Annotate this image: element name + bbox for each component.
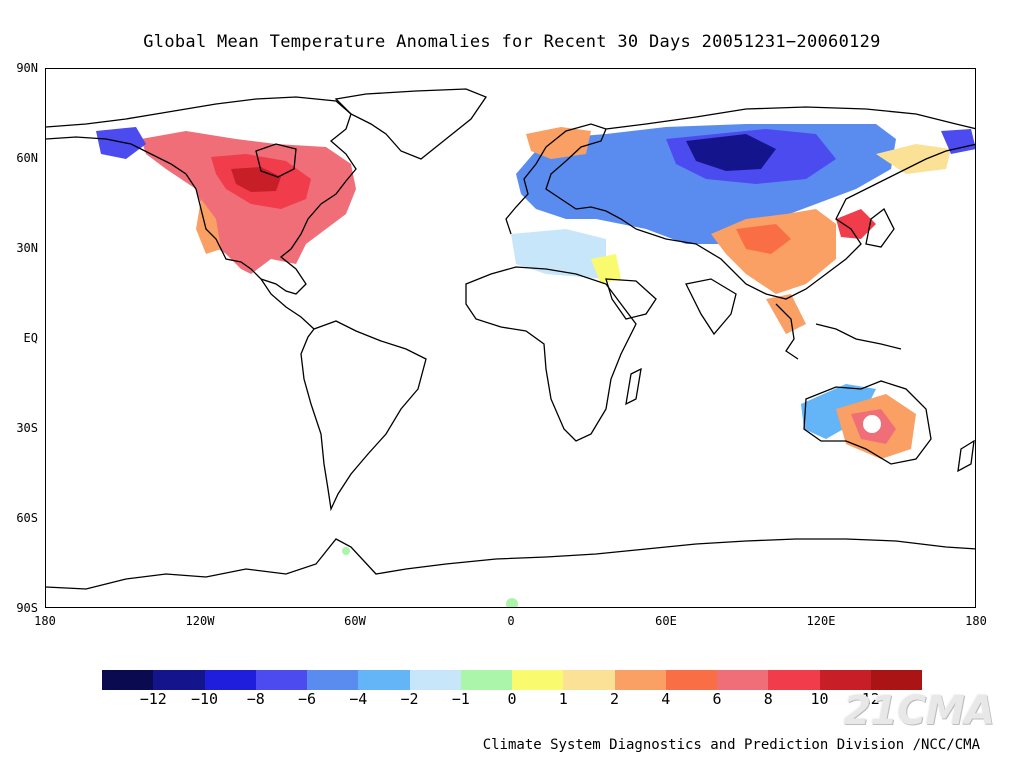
watermark-logo: 21CMA [843,688,995,734]
coast-greenland [334,88,487,160]
colorbar-tick-label: 12 [861,690,880,708]
anomaly-china-core-warm [736,224,791,254]
anomaly-arabia-yellow [591,254,621,284]
x-tick-180e: 180 [965,614,987,628]
anomaly-east-siberia-warm [876,144,951,174]
coast-arabia [605,278,657,320]
colorbar-tick-label: 6 [712,690,722,708]
anomaly-shading [96,124,975,607]
y-tick-90n: 90N [16,61,38,75]
colorbar-segment [409,670,461,690]
colorbar-tick-label: −2 [400,690,419,708]
colorbar-segment [717,670,769,690]
credit-text: Climate System Diagnostics and Predictio… [482,737,980,753]
colorbar-tick-label: 8 [763,690,773,708]
y-tick-60n: 60N [16,151,38,165]
colorbar-segment [358,670,410,690]
colorbar-segment [255,670,307,690]
coast-central-america [260,278,315,330]
coast-north-america [46,96,357,295]
x-tick-0: 0 [507,614,515,628]
colorbar-segment [460,670,512,690]
x-tick-60e: 60E [655,614,677,628]
anomaly-kamchatka-cold [941,129,975,154]
colorbar-tick-label: −1 [451,690,470,708]
colorbar-tick-label: 10 [810,690,829,708]
x-tick-180w: 180 [34,614,56,628]
coast-antarctica [46,538,975,590]
colorbar-tick-label: 1 [558,690,568,708]
anomaly-siberia-cold-core [686,134,776,171]
colorbar-tick-label: 2 [609,690,620,708]
y-tick-90s: 90S [16,601,38,615]
coast-south-america [300,320,427,512]
colorbar-segment [870,670,922,690]
coast-new-zealand [957,439,975,473]
anomaly-japan-warm [836,209,876,239]
coast-hudson-bay [255,143,297,178]
colorbar-segment [102,670,154,690]
colorbar-tick-label: −4 [349,690,368,708]
y-tick-60s: 60S [16,511,38,525]
colorbar-tick-label: −8 [246,690,265,708]
coast-africa [465,266,637,442]
y-tick-eq: EQ [23,331,38,345]
y-tick-30s: 30S [16,421,38,435]
anomaly-antarctic-peninsula-green [342,547,350,555]
coastlines [46,88,975,590]
colorbar [102,670,922,690]
coast-europe [505,123,637,235]
colorbar-segment [665,670,717,690]
world-map [46,88,975,607]
colorbar-segment [153,670,205,690]
y-tick-30n: 30N [16,241,38,255]
colorbar-segment [614,670,666,690]
colorbar-tick-label: 4 [661,690,671,708]
x-tick-60w: 60W [344,614,366,628]
anomaly-scandinavia-warm [526,127,591,159]
coast-japan [865,208,895,248]
colorbar-segment [819,670,871,690]
colorbar-tick-label: −12 [139,690,167,708]
anomaly-australia-white-spot [863,415,881,433]
colorbar-tick-label: −6 [297,690,317,708]
colorbar-segment [768,670,820,690]
map-plot-area [45,68,976,608]
coast-madagascar [625,367,642,406]
x-tick-120e: 120E [806,614,836,628]
colorbar-segment [563,670,615,690]
colorbar-tick-label: 0 [507,690,517,708]
colorbar-segment [512,670,564,690]
coast-asia [605,106,975,300]
anomaly-antarctic-green [506,598,518,607]
x-tick-120w: 120W [185,614,215,628]
colorbar-tick-label: −10 [190,690,219,708]
map-title: Global Mean Temperature Anomalies for Re… [143,32,881,52]
coast-australia [803,380,932,465]
anomaly-alaska-cold [96,127,146,159]
coast-se-asia [775,303,902,360]
coast-india [685,278,737,336]
colorbar-segment [307,670,359,690]
anomaly-middle-east-light [511,229,606,279]
colorbar-segment [204,670,256,690]
